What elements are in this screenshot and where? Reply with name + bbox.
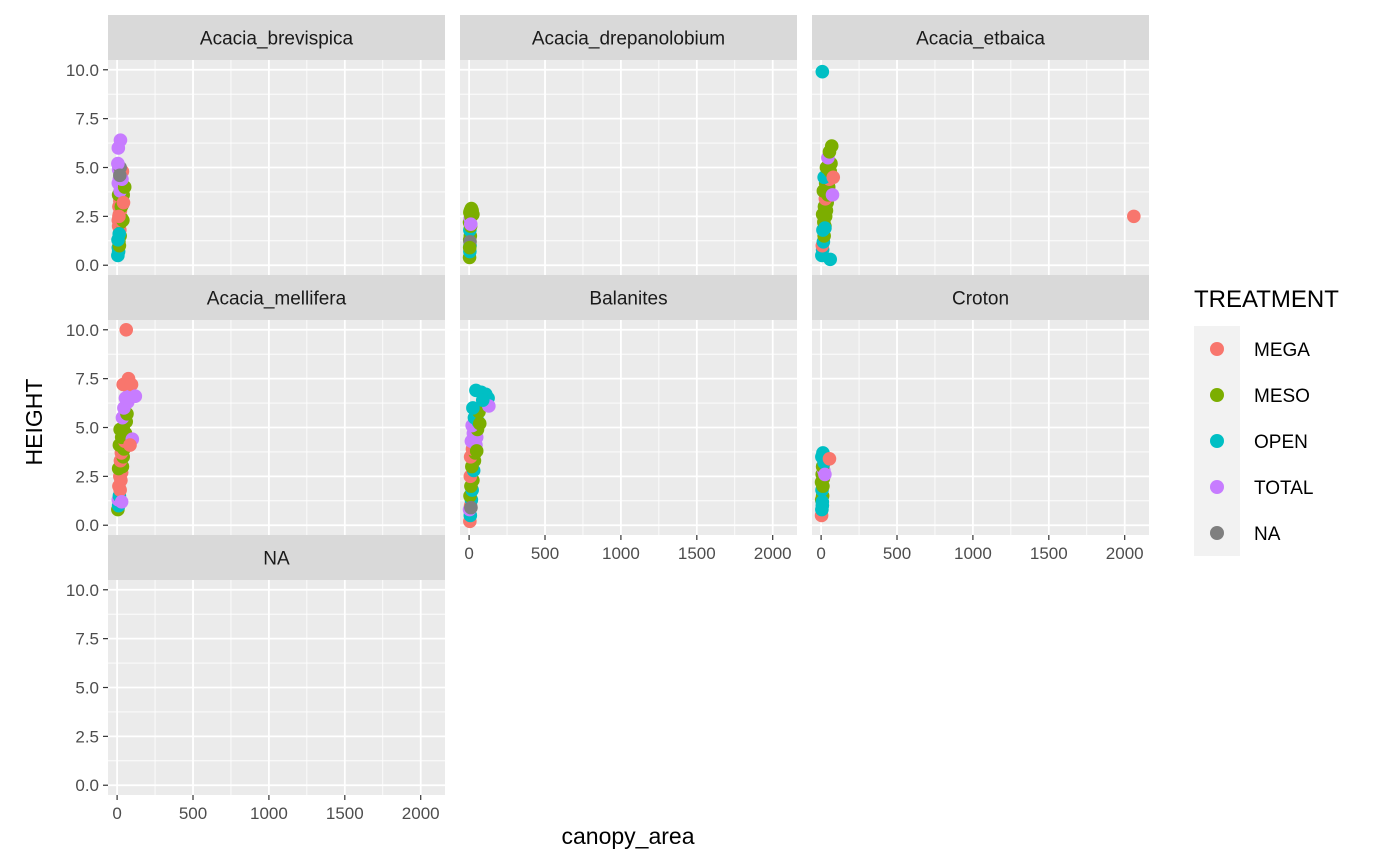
x-tick-label: 0: [816, 544, 825, 563]
y-tick-label: 7.5: [75, 370, 99, 389]
panels-layer: Acacia_brevispica0.02.55.07.510.0Acacia_…: [66, 15, 1149, 823]
panel-strip-label: Balanites: [589, 289, 667, 310]
y-tick-label: 2.5: [75, 467, 99, 486]
legend-label-open: OPEN: [1254, 432, 1308, 453]
panel-strip: [108, 275, 445, 320]
data-point: [464, 500, 478, 515]
panel-strip: [460, 275, 797, 320]
x-tick-label: 1500: [326, 804, 364, 823]
x-tick-label: 2000: [1106, 544, 1144, 563]
data-point: [116, 195, 131, 210]
data-point: [463, 217, 478, 231]
panel-strip: [108, 15, 445, 60]
panel-strip-label: Croton: [952, 289, 1009, 310]
legend-entries: MEGA MESO OPEN TOTAL NA: [1194, 326, 1313, 556]
data-point: [124, 377, 139, 392]
y-tick-label: 7.5: [75, 630, 99, 649]
panel-0: Acacia_brevispica 0.0 2.5 5.0 7.5 10.0: [66, 15, 445, 275]
data-point: [462, 240, 477, 255]
data-point: [123, 438, 137, 452]
y-tick-label: 5.0: [75, 679, 99, 698]
x-tick-label: 1500: [1030, 544, 1068, 563]
data-point: [823, 252, 838, 267]
y-tick-label: 10.0: [66, 321, 99, 340]
y-axis-title-group: HEIGHT: [21, 379, 47, 466]
data-point: [113, 133, 128, 147]
x-tick-label: 1000: [602, 544, 640, 563]
panel-strip-label: Acacia_mellifera: [207, 289, 347, 310]
legend-label-mega: MEGA: [1254, 340, 1310, 361]
x-tick-label: 1000: [250, 804, 288, 823]
data-point: [128, 389, 143, 404]
x-tick-label: 500: [531, 544, 559, 563]
y-tick-label: 0.0: [75, 256, 99, 275]
legend-key-meso: [1210, 388, 1224, 402]
panel-strip: [460, 15, 797, 60]
data-point: [825, 188, 840, 202]
data-point: [112, 227, 127, 241]
legend-key-na: [1210, 526, 1224, 540]
panel-strip-label: Acacia_brevispica: [200, 29, 354, 50]
x-tick-label: 500: [179, 804, 207, 823]
panel-5: Croton 0 500 1000 1500 2000: [812, 275, 1149, 563]
data-point: [112, 209, 126, 224]
legend-label-total: TOTAL: [1254, 478, 1313, 499]
panel-strip-label: Acacia_etbaica: [916, 29, 1045, 50]
y-tick-label: 7.5: [75, 110, 99, 129]
panel-strip: [812, 275, 1149, 320]
data-point: [475, 393, 490, 407]
data-point: [111, 156, 125, 171]
x-tick-label: 0: [112, 804, 121, 823]
y-axis-title: HEIGHT: [21, 379, 47, 466]
x-tick-label: 500: [883, 544, 911, 563]
panel-strip: [812, 15, 1149, 60]
data-point: [466, 401, 480, 415]
y-tick-label: 0.0: [75, 516, 99, 535]
legend-title: TREATMENT: [1194, 286, 1339, 313]
data-point: [822, 451, 837, 466]
y-tick-label: 2.5: [75, 207, 99, 226]
x-tick-label: 0: [464, 544, 473, 563]
panel-6: NA 0.0 2.5 5.0 7.5 10.0 0 500 1000 1500 2000: [66, 535, 445, 823]
legend: TREATMENT MEGA MESO OPEN TOTAL NA: [1194, 286, 1339, 556]
x-tick-label: 2000: [754, 544, 792, 563]
panel-4: Balanites 0 500 1000 1500 2000: [460, 275, 797, 563]
x-axis-title-group: canopy_area: [562, 823, 695, 849]
panel-3: Acacia_mellifera 0.0 2.5 5.0 7.5 10.0: [66, 275, 445, 535]
legend-label-na: NA: [1254, 524, 1281, 545]
legend-key-open: [1210, 434, 1224, 448]
y-tick-label: 10.0: [66, 581, 99, 600]
data-point: [472, 416, 487, 431]
panel-1: Acacia_drepanolobium: [460, 15, 797, 275]
y-tick-label: 5.0: [75, 419, 99, 438]
panel-strip-label: NA: [263, 549, 290, 570]
data-point: [1127, 209, 1141, 224]
data-point: [824, 139, 839, 153]
x-tick-label: 1000: [954, 544, 992, 563]
data-point: [815, 494, 830, 509]
data-point: [113, 168, 127, 183]
data-point: [114, 494, 129, 509]
legend-key-total: [1210, 480, 1224, 494]
data-point: [818, 467, 832, 482]
data-point: [826, 170, 841, 185]
y-tick-label: 2.5: [75, 727, 99, 746]
y-tick-label: 10.0: [66, 61, 99, 80]
legend-key-mega: [1210, 342, 1224, 356]
x-tick-label: 2000: [402, 804, 440, 823]
legend-label-meso: MESO: [1254, 386, 1310, 407]
x-tick-label: 1500: [678, 544, 716, 563]
y-tick-label: 5.0: [75, 159, 99, 178]
panel-strip: [108, 535, 445, 580]
data-point: [818, 221, 832, 235]
panel-strip-label: Acacia_drepanolobium: [532, 29, 725, 50]
y-tick-label: 0.0: [75, 776, 99, 795]
x-axis-title: canopy_area: [562, 823, 695, 849]
data-point: [469, 444, 484, 458]
data-point: [119, 322, 134, 337]
data-point: [815, 64, 830, 79]
panel-2: Acacia_etbaica: [812, 15, 1149, 275]
